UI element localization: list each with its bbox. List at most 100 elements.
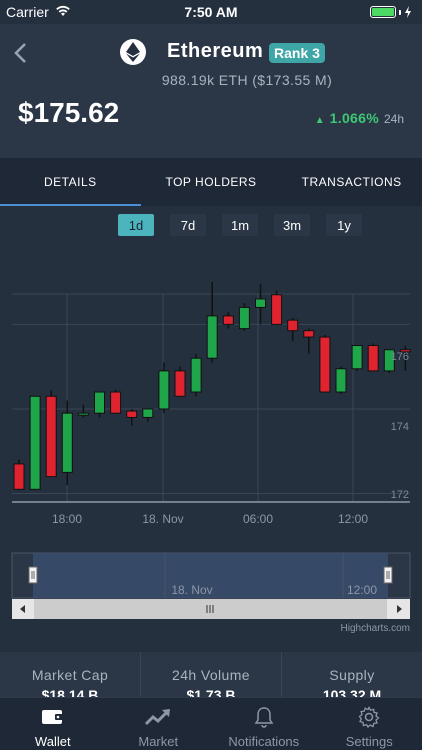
tab-bar-label: Market: [138, 734, 179, 749]
candle[interactable]: [351, 345, 363, 371]
x-tick-label: 18. Nov: [142, 512, 183, 526]
candle[interactable]: [238, 303, 250, 331]
trend-icon: [144, 706, 172, 728]
scroll-left-icon[interactable]: [20, 605, 25, 613]
tab-top-holders[interactable]: TOP HOLDERS: [165, 175, 257, 189]
y-tick-label: 176: [391, 351, 409, 363]
candle[interactable]: [13, 459, 25, 490]
stat-market-cap: Market Cap $18.14 B: [0, 652, 141, 698]
candle[interactable]: [303, 328, 315, 354]
candle[interactable]: [287, 318, 299, 342]
tab-details[interactable]: DETAILS: [0, 158, 141, 206]
candle-body: [142, 408, 154, 418]
y-tick-label: 172: [391, 489, 409, 501]
coin-name: Ethereum: [167, 40, 264, 62]
candle-body: [255, 298, 266, 308]
candle-body: [158, 370, 170, 410]
tab-bar-market[interactable]: Market: [106, 698, 212, 750]
candle[interactable]: [335, 366, 347, 395]
chevron-left-icon: [14, 43, 26, 63]
stat-volume: 24h Volume $1.73 B: [141, 652, 282, 698]
stat-label: Supply: [329, 667, 375, 683]
candle-body: [383, 349, 395, 372]
tab-bar-settings[interactable]: Settings: [317, 698, 422, 750]
range-3m-button[interactable]: 3m: [274, 214, 310, 236]
candle[interactable]: [255, 284, 266, 325]
candle[interactable]: [222, 311, 234, 329]
rank-badge: Rank 3: [269, 43, 325, 63]
candle[interactable]: [383, 349, 395, 373]
candle-body: [174, 370, 186, 397]
gear-icon: [358, 706, 380, 728]
candle[interactable]: [206, 282, 218, 363]
market-stats: Market Cap $18.14 B 24h Volume $1.73 B S…: [0, 652, 422, 698]
candle-body: [287, 319, 299, 332]
candle[interactable]: [45, 389, 57, 478]
carrier-label: Carrier: [6, 4, 49, 20]
candle-body: [399, 349, 411, 353]
price-chart[interactable]: 176 174 172 18:00 18. Nov 06:00 12:00 18…: [0, 244, 422, 638]
navigator-label: 18. Nov: [171, 583, 212, 597]
back-button[interactable]: [8, 38, 32, 68]
battery-indicator: [370, 6, 412, 18]
tab-bar-notifications[interactable]: Notifications: [211, 698, 317, 750]
candle-body: [351, 345, 363, 370]
candle[interactable]: [142, 408, 154, 422]
charging-icon: [405, 6, 411, 18]
candle[interactable]: [367, 343, 379, 372]
price-change: ▲ 1.066% 24h: [315, 110, 404, 126]
range-selector: 1d 7d 1m 3m 1y: [0, 206, 422, 244]
candle-body: [271, 294, 283, 325]
stat-value: 103.32 M: [322, 687, 382, 698]
candle-body: [190, 357, 202, 393]
coin-price: $175.62: [18, 97, 120, 128]
candle-body: [45, 395, 57, 478]
tab-bar-label: Settings: [345, 734, 393, 749]
tab-bar-label: Notifications: [228, 734, 300, 749]
candle-body: [319, 336, 331, 393]
candle-body: [303, 330, 315, 338]
range-7d-button[interactable]: 7d: [170, 214, 206, 236]
tab-bar-wallet[interactable]: Wallet: [0, 698, 106, 750]
candle-body: [222, 315, 234, 325]
range-1d-button[interactable]: 1d: [118, 214, 154, 236]
candle[interactable]: [29, 395, 41, 490]
candle[interactable]: [174, 366, 186, 397]
candle-body: [94, 391, 105, 414]
navigator-handle-left[interactable]: [28, 566, 38, 584]
candle[interactable]: [319, 334, 331, 393]
range-1m-button[interactable]: 1m: [222, 214, 258, 236]
wallet-icon: [41, 706, 65, 728]
candle[interactable]: [61, 400, 73, 486]
stat-supply: Supply 103.32 M: [282, 652, 422, 698]
change-period: 24h: [383, 112, 404, 126]
detail-tabs: DETAILS TOP HOLDERS TRANSACTIONS: [0, 158, 422, 206]
candle[interactable]: [94, 391, 105, 418]
stat-label: 24h Volume: [172, 667, 250, 683]
triangle-up-icon: ▲: [314, 115, 325, 126]
tab-transactions[interactable]: TRANSACTIONS: [301, 175, 402, 189]
ethereum-icon: [120, 39, 146, 65]
candle[interactable]: [126, 408, 138, 426]
candle[interactable]: [190, 353, 202, 397]
candle[interactable]: [77, 404, 89, 418]
wifi-icon: [55, 4, 71, 20]
stat-value: $1.73 B: [186, 687, 236, 698]
coin-header: Ethereum Rank 3 988.19k ETH ($173.55 M) …: [0, 24, 422, 158]
scroll-right-icon[interactable]: [397, 605, 402, 613]
range-1y-button[interactable]: 1y: [326, 214, 362, 236]
x-tick-label: 12:00: [338, 512, 368, 526]
candle[interactable]: [158, 362, 170, 414]
y-tick-label: 174: [391, 421, 409, 433]
candle-body: [335, 368, 347, 393]
candle[interactable]: [271, 290, 283, 325]
navigator-handle-right[interactable]: [383, 566, 393, 584]
candlestick-chart[interactable]: 176 174 172 18:00 18. Nov 06:00 12:00 18…: [0, 244, 422, 638]
coin-supply: 988.19k ETH ($173.55 M): [161, 72, 333, 88]
chart-scrollbar[interactable]: [12, 599, 410, 619]
candle[interactable]: [110, 389, 122, 414]
chart-navigator[interactable]: 18. Nov 12:00: [11, 552, 411, 599]
candle[interactable]: [399, 345, 411, 371]
change-value: 1.066%: [329, 110, 379, 126]
chart-credits[interactable]: Highcharts.com: [341, 623, 410, 634]
